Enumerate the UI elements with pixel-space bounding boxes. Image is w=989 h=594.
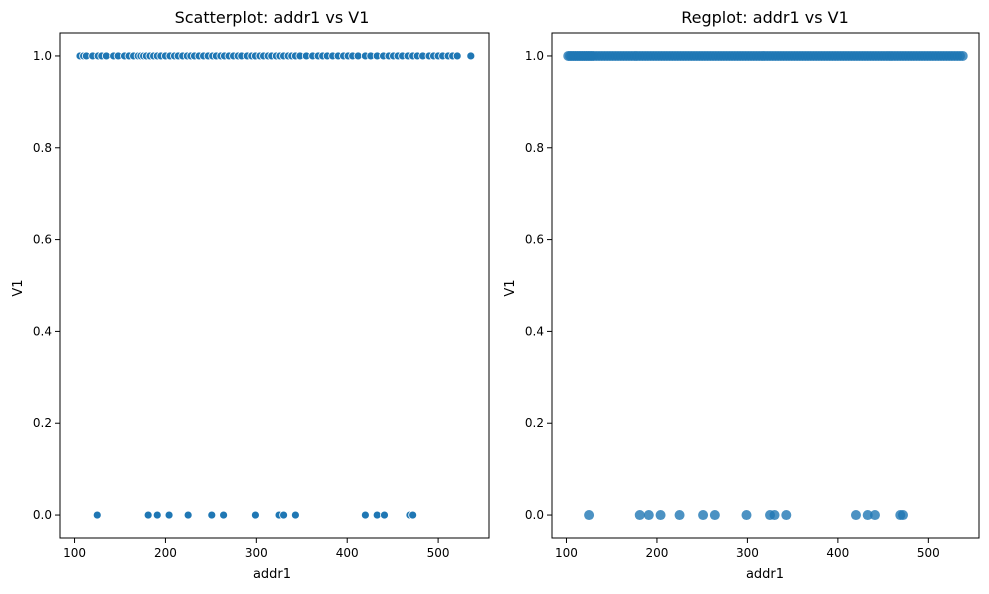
data-point — [466, 51, 476, 61]
points-group — [563, 50, 968, 521]
data-point — [698, 510, 709, 521]
x-tick-label: 300 — [736, 546, 759, 560]
y-tick-label: 0.2 — [33, 416, 52, 430]
plot-area: 100 200 300 400 500 0.0 0.2 0.4 0.6 0.8 1.0 — [525, 32, 980, 560]
y-axis-label: V1 — [503, 279, 518, 296]
x-tick-label: 300 — [245, 546, 268, 560]
data-point — [279, 510, 288, 520]
data-point — [862, 510, 873, 521]
plot-frame — [551, 32, 980, 539]
data-point — [251, 510, 260, 520]
data-point — [741, 510, 752, 521]
data-point — [781, 510, 792, 521]
regplot-panel: Regplot: addr1 vs V1 100 200 300 400 500 0.0 0… — [503, 8, 980, 582]
data-point — [360, 510, 370, 520]
data-point — [869, 510, 880, 521]
y-tick-label: 0.6 — [33, 233, 52, 247]
points-group — [75, 51, 476, 520]
y-tick-label: 1.0 — [525, 49, 544, 63]
data-point — [634, 510, 645, 521]
y-tick-label: 0.8 — [525, 141, 544, 155]
data-point — [101, 51, 111, 61]
scatterplot-panel: Scatterplot: addr1 vs V1 100 200 300 400 500… — [11, 8, 490, 582]
data-point — [92, 510, 102, 520]
data-point — [584, 510, 595, 521]
chart-title: Scatterplot: addr1 vs V1 — [175, 8, 370, 27]
x-tick-label: 100 — [555, 546, 578, 560]
y-tick-label: 0.6 — [525, 233, 544, 247]
data-point — [898, 510, 909, 521]
data-point — [850, 510, 861, 521]
data-point — [164, 510, 174, 520]
y-tick-label: 0.0 — [33, 508, 52, 522]
data-point — [643, 510, 654, 521]
data-point — [769, 510, 780, 521]
data-point — [452, 51, 462, 61]
y-tick-label: 0.2 — [525, 416, 544, 430]
x-tick-label: 500 — [427, 546, 450, 560]
y-tick-label: 0.4 — [525, 324, 544, 338]
x-tick-label: 200 — [154, 546, 177, 560]
chart-title: Regplot: addr1 vs V1 — [681, 8, 849, 27]
data-point — [152, 510, 162, 520]
data-point — [207, 510, 217, 520]
data-point — [380, 510, 389, 520]
x-tick-label: 500 — [917, 546, 940, 560]
x-axis-label: addr1 — [253, 567, 291, 582]
x-tick-label: 400 — [826, 546, 849, 560]
x-tick-label: 400 — [336, 546, 359, 560]
y-tick-label: 1.0 — [33, 49, 52, 63]
x-axis-label: addr1 — [746, 567, 784, 582]
data-point — [957, 50, 968, 61]
data-point — [183, 510, 193, 520]
x-tick-label: 200 — [645, 546, 668, 560]
data-point — [408, 510, 418, 520]
plot-area: 100 200 300 400 500 0.0 0.2 0.4 0.6 0.8 1.0 — [33, 32, 490, 560]
x-tick-label: 100 — [63, 546, 86, 560]
data-point — [219, 510, 229, 520]
data-point — [674, 510, 685, 521]
data-point — [372, 510, 382, 520]
y-tick-label: 0.4 — [33, 324, 52, 338]
data-point — [353, 51, 363, 61]
plot-frame — [59, 32, 490, 539]
data-point — [709, 510, 720, 521]
data-point — [143, 510, 153, 520]
y-tick-label: 0.8 — [33, 141, 52, 155]
y-axis-label: V1 — [11, 279, 26, 296]
data-point — [290, 510, 300, 520]
y-tick-label: 0.0 — [525, 508, 544, 522]
data-point — [655, 510, 666, 521]
